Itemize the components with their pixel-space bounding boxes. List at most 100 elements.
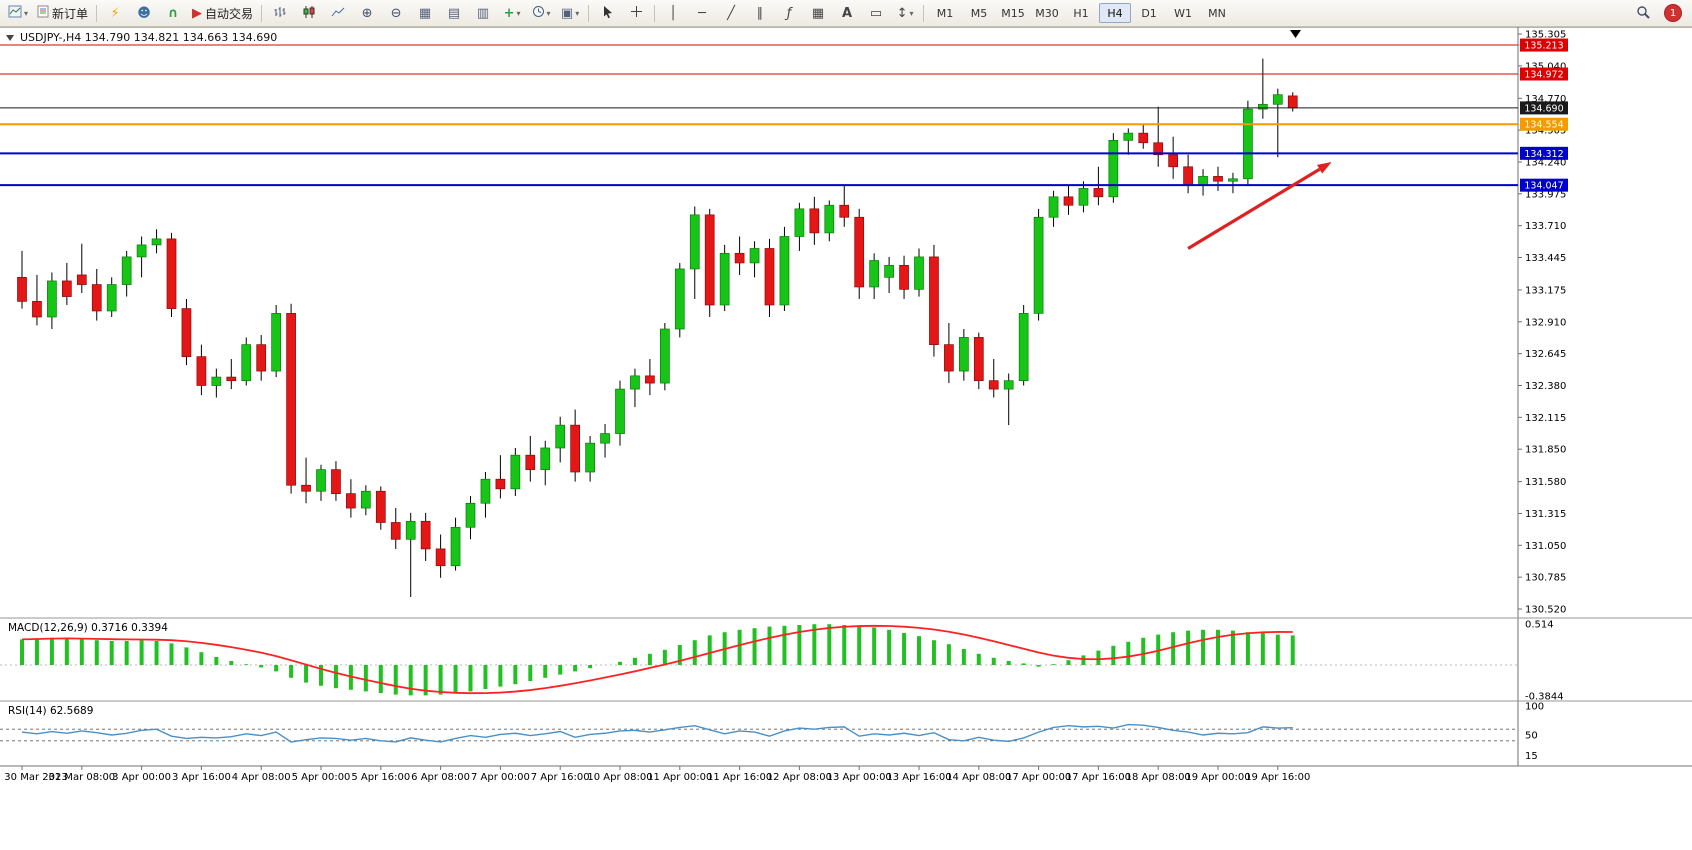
- price-line-tag-label: 134.972: [1524, 70, 1563, 81]
- timeframe-group: M1 M5 M15 M30 H1 H4 D1 W1 MN: [928, 3, 1234, 23]
- timeframe-w1[interactable]: W1: [1174, 6, 1192, 20]
- time-label: 3 Apr 00:00: [112, 772, 171, 783]
- chart-shift-button[interactable]: ▥: [469, 2, 497, 24]
- candle: [286, 313, 296, 486]
- timeframe-m1[interactable]: M1: [936, 6, 954, 20]
- candle: [1243, 108, 1253, 180]
- price-line-tag-label: 134.554: [1524, 120, 1563, 131]
- candle: [689, 214, 700, 270]
- candle: [854, 216, 865, 288]
- crosshair-icon: [630, 5, 643, 21]
- candle: [17, 276, 27, 302]
- rsi-scale-label: 50: [1525, 731, 1538, 742]
- chart-canvas[interactable]: 135.305 135.040 134.770 134.505 134.240 133.9…: [0, 27, 1692, 789]
- search-button[interactable]: [1629, 2, 1657, 24]
- time-label: 31 Mar 08:00: [48, 772, 115, 783]
- fibonacci-icon: ƒ: [786, 5, 792, 21]
- text-label-icon: ▭: [869, 5, 883, 21]
- time-label: 11 Apr 16:00: [707, 772, 772, 783]
- price-tick-label: 130.785: [1525, 573, 1566, 584]
- autotrading-button[interactable]: ▶ 自动交易: [188, 2, 257, 24]
- timeframe-m15[interactable]: M15: [1001, 6, 1025, 20]
- timeframe-mn[interactable]: MN: [1208, 6, 1226, 20]
- candle: [659, 328, 670, 384]
- candle: [944, 344, 954, 372]
- chart-window-button[interactable]: ▾: [4, 2, 32, 24]
- fibonacci-button[interactable]: ƒ: [775, 2, 803, 24]
- candle: [1063, 196, 1074, 206]
- time-label: 30 Mar 2023: [4, 772, 67, 783]
- auto-scroll-icon: ▤: [447, 5, 461, 21]
- timeframe-h1[interactable]: H1: [1073, 6, 1089, 20]
- toolbar: ▾ 新订单 ⚡ ☻ ∩ ▶ 自动交易 ⊕ ⊖ ▦ ▤ ▥ + ▾ ▾ ▣ ▾ │ ─…: [0, 0, 1692, 27]
- price-line-tag: [1520, 38, 1568, 52]
- chevron-down-icon: ▾: [575, 8, 580, 18]
- candlestick-chart-button[interactable]: [295, 2, 323, 24]
- timeframe-d1[interactable]: D1: [1141, 6, 1157, 20]
- line-chart-button[interactable]: [324, 2, 352, 24]
- candle: [1272, 94, 1283, 105]
- channel-button[interactable]: ∥: [746, 2, 774, 24]
- notification-badge[interactable]: 1: [1664, 4, 1682, 22]
- candle: [510, 454, 521, 490]
- chart-window-icon: [8, 5, 22, 21]
- community-button[interactable]: ☻: [130, 2, 158, 24]
- macd-scale-min: -0.3844: [1525, 691, 1564, 702]
- price-tick-label: 135.040: [1525, 61, 1566, 72]
- timeframe-m5[interactable]: M5: [970, 6, 988, 20]
- timeframe-h4[interactable]: H4: [1099, 3, 1132, 23]
- zoom-in-button[interactable]: ⊕: [353, 2, 381, 24]
- rsi-scale-label: 100: [1525, 702, 1544, 713]
- candle: [136, 244, 147, 258]
- candle: [1228, 178, 1238, 182]
- price-tick-label: 132.910: [1525, 317, 1566, 328]
- periods-button[interactable]: ▾: [527, 2, 555, 24]
- candle: [316, 469, 326, 492]
- search-icon: [1636, 5, 1650, 22]
- support-button[interactable]: ∩: [159, 2, 187, 24]
- timeframe-m30[interactable]: M30: [1035, 6, 1059, 20]
- price-line-tag: [1520, 117, 1568, 131]
- toolbar-separator: [654, 4, 656, 22]
- candle: [450, 526, 461, 567]
- candle: [824, 204, 835, 234]
- horizontal-line-button[interactable]: ─: [688, 2, 716, 24]
- candle: [47, 280, 57, 318]
- indicators-button[interactable]: + ▾: [498, 2, 526, 24]
- arrows-button[interactable]: ↕ ▾: [891, 2, 919, 24]
- metaeditor-button[interactable]: ⚡: [101, 2, 129, 24]
- templates-button[interactable]: ▣ ▾: [556, 2, 584, 24]
- lightning-icon: ⚡: [110, 5, 120, 21]
- price-line-tag-label: 134.312: [1524, 149, 1563, 160]
- tile-windows-button[interactable]: ▦: [411, 2, 439, 24]
- auto-scroll-button[interactable]: ▤: [440, 2, 468, 24]
- rsi-line: [21, 723, 1293, 743]
- time-label: 13 Apr 00:00: [827, 772, 892, 783]
- text-label-button[interactable]: ▭: [862, 2, 890, 24]
- template-icon: ▣: [560, 5, 574, 21]
- price-tick-label: 132.380: [1525, 381, 1566, 392]
- price-tick-label: 134.505: [1525, 126, 1566, 137]
- person-icon: ☻: [137, 5, 151, 21]
- candle: [570, 424, 581, 473]
- candle: [241, 344, 252, 382]
- chevron-down-icon: ▾: [516, 8, 521, 18]
- candle: [749, 248, 760, 264]
- text-button[interactable]: A: [833, 2, 861, 24]
- cursor-button[interactable]: [593, 2, 621, 24]
- zoom-out-button[interactable]: ⊖: [382, 2, 410, 24]
- cycle-lines-button[interactable]: ▦: [804, 2, 832, 24]
- trendline-button[interactable]: ╱: [717, 2, 745, 24]
- crosshair-button[interactable]: [622, 2, 650, 24]
- candle: [1033, 216, 1044, 314]
- vertical-line-button[interactable]: │: [659, 2, 687, 24]
- candle: [1123, 132, 1134, 141]
- candle: [719, 252, 730, 306]
- time-label: 4 Apr 08:00: [232, 772, 291, 783]
- price-line-tag-label: 135.213: [1524, 41, 1563, 52]
- bar-chart-button[interactable]: [266, 2, 294, 24]
- new-order-button[interactable]: 新订单: [33, 2, 92, 24]
- price-line-tag: [1520, 178, 1568, 192]
- candle: [914, 256, 924, 290]
- candle: [958, 337, 969, 372]
